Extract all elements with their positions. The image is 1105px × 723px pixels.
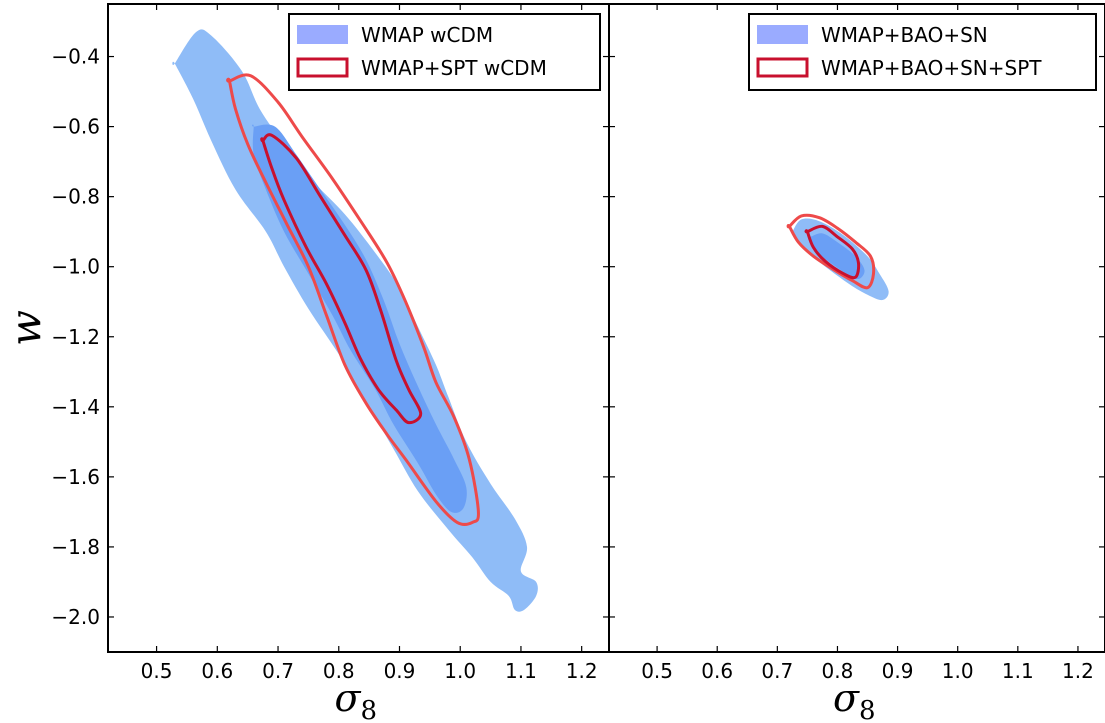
x-tick-label: 0.8	[323, 659, 355, 683]
x-axis-label-subscript: 8	[360, 696, 377, 723]
x-tick-label: 0.5	[641, 659, 673, 683]
x-tick-label: 0.6	[201, 659, 233, 683]
x-tick-label: 0.8	[822, 659, 854, 683]
x-tick-label: 0.9	[882, 659, 914, 683]
legend-label: WMAP+BAO+SN	[821, 23, 988, 47]
contour-line-68	[804, 224, 861, 280]
contour-fill-68	[252, 124, 467, 513]
contour-line-68	[260, 133, 423, 425]
x-tick-label: 0.9	[384, 659, 416, 683]
x-tick-label: 0.5	[141, 659, 173, 683]
x-axis-label-symbol: σ	[833, 676, 860, 720]
axes-frame	[608, 3, 1105, 653]
x-tick-label: 0.7	[262, 659, 294, 683]
contour-line-95	[226, 73, 480, 526]
legend-swatch-outline	[756, 57, 809, 78]
x-tick-label: 0.7	[761, 659, 793, 683]
contour-line-95	[786, 213, 876, 290]
x-tick-label: 1.0	[942, 659, 974, 683]
x-tick-label: 0.6	[701, 659, 733, 683]
y-tick-label: −0.8	[51, 185, 100, 209]
x-tick-label: 1.1	[1002, 659, 1034, 683]
legend-label: WMAP+BAO+SN+SPT	[821, 56, 1042, 80]
legend: WMAP+BAO+SN WMAP+BAO+SN+SPT	[748, 13, 1097, 91]
legend-swatch-filled	[297, 25, 348, 44]
x-tick-label: 1.2	[1062, 659, 1094, 683]
y-tick-label: −1.2	[51, 325, 100, 349]
y-tick-label: −1.6	[51, 465, 100, 489]
y-axis-label: w	[1, 310, 50, 346]
x-axis-label: σ8	[833, 676, 876, 723]
y-tick-label: −0.6	[51, 115, 100, 139]
legend-swatch-filled	[757, 25, 808, 44]
series-outline	[226, 73, 480, 526]
ticks: 0.5 0.6 0.7 0.8 0.9 1.0 1.1 1.2 −0.4 −0.6 −0.8 −1.0…	[51, 4, 609, 683]
y-tick-label: −1.4	[51, 395, 100, 419]
y-tick-label: −1.8	[51, 535, 100, 559]
series-filled	[791, 218, 889, 301]
x-axis-label-subscript: 8	[859, 696, 876, 723]
y-tick-label: −2.0	[51, 605, 100, 629]
legend-label: WMAP wCDM	[361, 23, 493, 47]
x-tick-label: 1.0	[444, 659, 476, 683]
x-axis-label: σ8	[335, 676, 378, 723]
left-panel: 0.5 0.6 0.7 0.8 0.9 1.0 1.1 1.2 −0.4 −0.6 −0.8 −1.0…	[1, 3, 610, 723]
legend-swatch-outline	[296, 57, 349, 78]
ticks: 0.5 0.6 0.7 0.8 0.9 1.0 1.1 1.2	[609, 4, 1105, 683]
y-tick-label: −0.4	[51, 45, 100, 69]
legend-label: WMAP+SPT wCDM	[361, 56, 547, 80]
x-tick-label: 1.2	[566, 659, 598, 683]
right-panel: 0.5 0.6 0.7 0.8 0.9 1.0 1.1 1.2σ8WMAP+BAO+SNWMA…	[608, 3, 1105, 723]
x-tick-label: 1.1	[505, 659, 537, 683]
series-outline	[786, 213, 876, 290]
x-axis-label-symbol: σ	[335, 676, 362, 720]
y-tick-label: −1.0	[51, 255, 100, 279]
legend: WMAP wCDM WMAP+SPT wCDM	[288, 13, 601, 91]
contour-fill-68	[809, 233, 865, 280]
